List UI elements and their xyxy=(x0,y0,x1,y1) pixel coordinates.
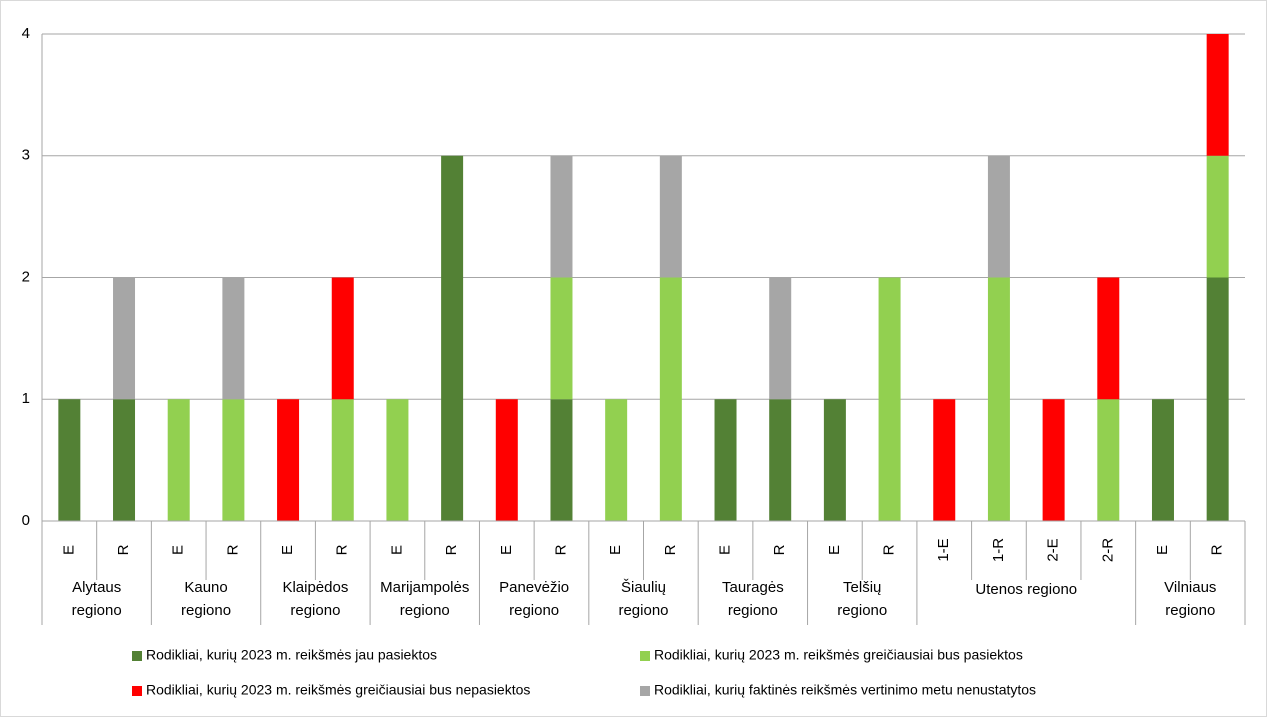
x-tick-label: E xyxy=(388,545,405,555)
x-tick-label: E xyxy=(607,545,624,555)
group-label-line: regiono xyxy=(72,602,122,619)
x-tick-label: 2-R xyxy=(1099,538,1116,562)
group-label: Panevėžio regiono xyxy=(499,579,569,619)
bar-segment xyxy=(550,155,573,278)
x-tick-label: R xyxy=(334,544,351,555)
group-label-line: Alytaus xyxy=(72,579,121,596)
x-tick-label: R xyxy=(552,544,569,555)
group-label-line: Marijampolės xyxy=(380,579,469,596)
legend-swatch xyxy=(640,651,650,661)
group-label: Alytaus regiono xyxy=(72,579,122,619)
bar-segment xyxy=(331,277,354,400)
group-label: Telšių regiono xyxy=(837,579,887,619)
y-tick-label: 0 xyxy=(22,512,30,529)
bar-segment xyxy=(1042,399,1065,521)
bar-segment xyxy=(113,277,136,400)
bar-segment xyxy=(769,277,792,400)
bar-segment xyxy=(659,155,682,278)
legend-label: Rodikliai, kurių 2023 m. reikšmės jau pa… xyxy=(146,647,437,663)
bar-segment xyxy=(331,399,354,521)
group-label-line: Kauno xyxy=(184,579,227,596)
group-label-line: regiono xyxy=(181,602,231,619)
bar-segment xyxy=(113,399,136,521)
bar-segment xyxy=(1097,399,1120,521)
group-label-line: Vilniaus xyxy=(1164,579,1216,596)
bar-segment xyxy=(1206,155,1229,278)
bar-segment xyxy=(58,399,81,521)
legend-label: Rodikliai, kurių faktinės reikšmės verti… xyxy=(654,682,1036,698)
group-label: Marijampolės regiono xyxy=(380,579,469,619)
group-label: Kauno regiono xyxy=(181,579,231,619)
group-label-line: regiono xyxy=(290,602,340,619)
x-tick-label: E xyxy=(60,545,77,555)
x-tick-label: E xyxy=(826,545,843,555)
bar-segment xyxy=(987,277,1010,521)
bar-segment xyxy=(659,277,682,521)
group-label-line: Tauragės xyxy=(722,579,784,596)
bar-segment xyxy=(1206,34,1229,156)
bar-segment xyxy=(550,277,573,400)
legend-label: Rodikliai, kurių 2023 m. reikšmės greiči… xyxy=(146,682,530,698)
bar-segment xyxy=(495,399,518,521)
x-tick-label: E xyxy=(498,545,515,555)
bar-segment xyxy=(167,399,190,521)
group-label-line: regiono xyxy=(837,602,887,619)
bar-segment xyxy=(878,277,901,521)
bar-segment xyxy=(222,399,245,521)
bar-segment xyxy=(605,399,628,521)
group-label-line: Klaipėdos xyxy=(282,579,348,596)
x-tick-label: 2-E xyxy=(1045,538,1062,561)
group-label-line: regiono xyxy=(509,602,559,619)
x-tick-label: E xyxy=(279,545,296,555)
legend-swatch xyxy=(132,651,142,661)
bar-segment xyxy=(1097,277,1120,400)
group-label: Klaipėdos regiono xyxy=(282,579,348,619)
x-tick-label: R xyxy=(115,544,132,555)
bar-segment xyxy=(277,399,300,521)
bar-segment xyxy=(1206,277,1229,521)
x-tick-label: R xyxy=(771,544,788,555)
group-label-line: Šiaulių xyxy=(621,579,666,596)
x-tick-label: 1-E xyxy=(935,538,952,561)
bar-segment xyxy=(769,399,792,521)
x-tick-label: 1-R xyxy=(990,538,1007,562)
x-tick-label: E xyxy=(1154,545,1171,555)
group-label-line: regiono xyxy=(400,602,450,619)
bar-segment xyxy=(1151,399,1174,521)
x-tick-label: E xyxy=(170,545,187,555)
group-label-line: regiono xyxy=(728,602,778,619)
bar-segment xyxy=(823,399,846,521)
bar-segment xyxy=(441,155,464,521)
x-tick-label: R xyxy=(662,544,679,555)
bar-segment xyxy=(714,399,737,521)
x-tick-label: R xyxy=(881,544,898,555)
bar-segment xyxy=(386,399,409,521)
x-tick-label: R xyxy=(443,544,460,555)
group-label-line: regiono xyxy=(1165,602,1215,619)
x-tick-label: R xyxy=(1209,544,1226,555)
group-label: Tauragės regiono xyxy=(722,579,784,619)
bar-segment xyxy=(987,155,1010,278)
bar-segment xyxy=(222,277,245,400)
bar-segment xyxy=(550,399,573,521)
y-tick-label: 3 xyxy=(22,147,30,164)
y-tick-label: 4 xyxy=(22,25,30,42)
group-label-line: Telšių xyxy=(843,579,881,596)
y-tick-label: 2 xyxy=(22,268,30,285)
x-tick-label: E xyxy=(716,545,733,555)
legend-swatch xyxy=(132,686,142,696)
bar-segment xyxy=(933,399,956,521)
y-tick-label: 1 xyxy=(22,390,30,407)
legend-swatch xyxy=(640,686,650,696)
group-label: Utenos regiono xyxy=(975,581,1077,598)
group-label: Vilniaus regiono xyxy=(1164,579,1216,619)
group-label-line: Panevėžio xyxy=(499,579,569,596)
group-label-line: regiono xyxy=(618,602,668,619)
group-label: Šiaulių regiono xyxy=(618,579,668,619)
legend-label: Rodikliai, kurių 2023 m. reikšmės greiči… xyxy=(654,647,1023,663)
x-tick-label: R xyxy=(224,544,241,555)
